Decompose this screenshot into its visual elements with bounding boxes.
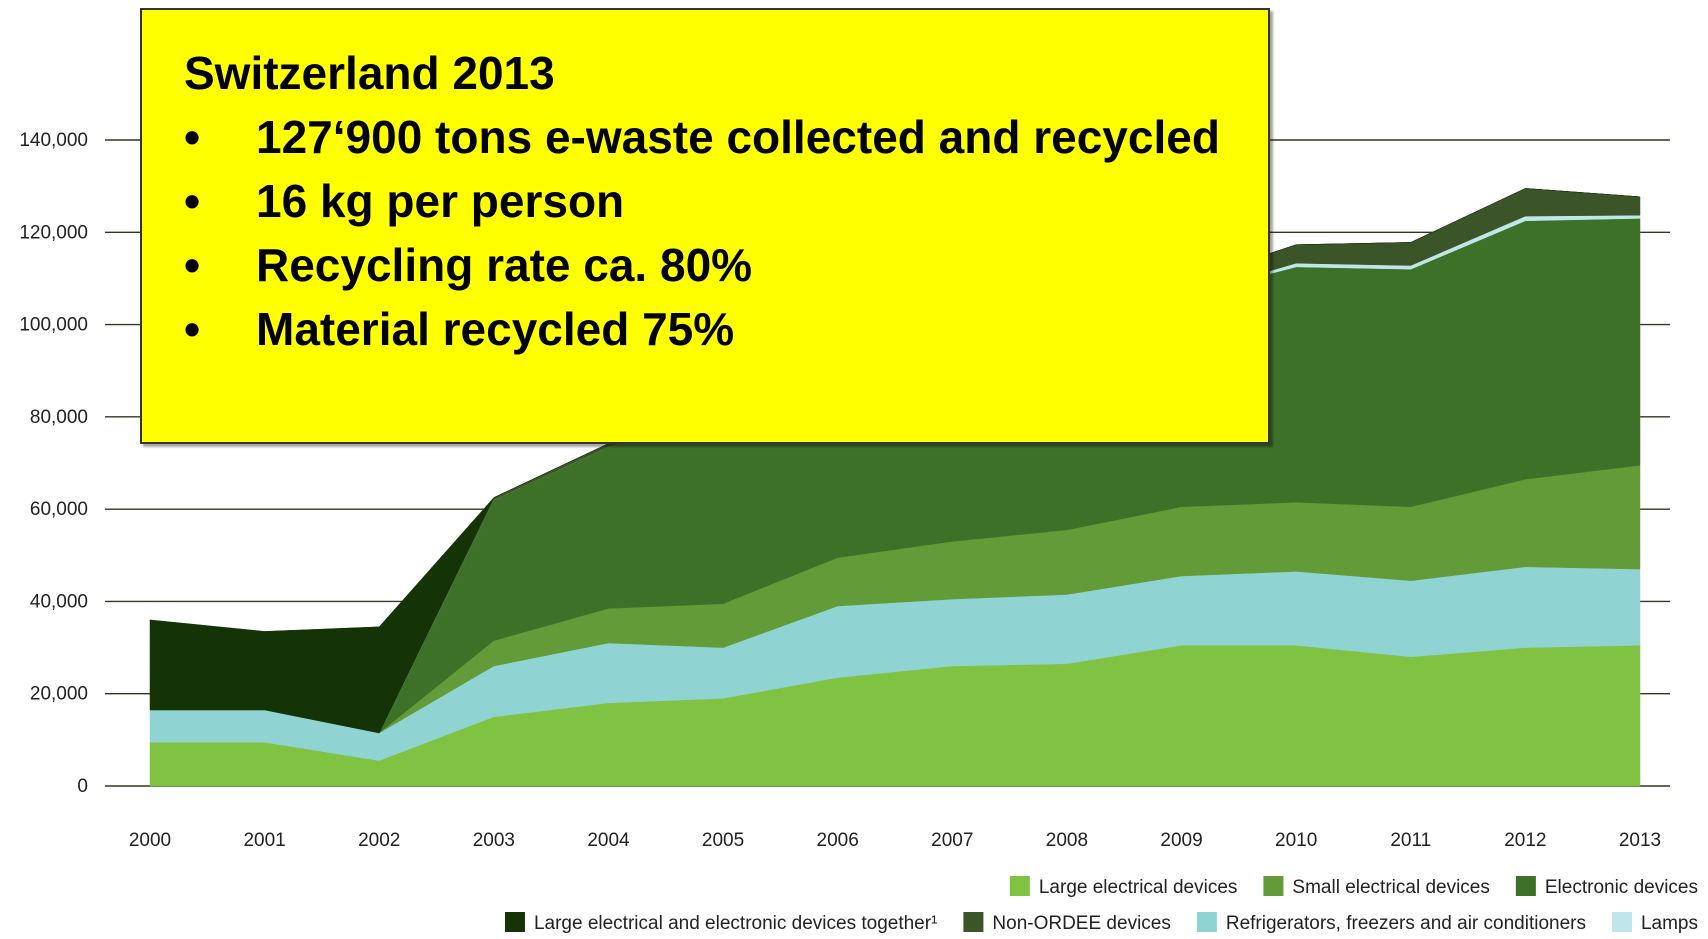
y-tick-label: 0 [77, 776, 88, 797]
legend-label: Electronic devices [1545, 877, 1698, 898]
legend-label: Refrigerators, freezers and air conditio… [1226, 913, 1586, 934]
x-tick-label: 2010 [1275, 830, 1317, 851]
legend-swatch [1196, 912, 1217, 932]
y-tick-label: 60,000 [30, 499, 88, 520]
x-tick-label: 2005 [702, 830, 744, 851]
x-tick-label: 2006 [817, 830, 859, 851]
callout-bullet-text: 127‘900 tons e-waste collected and recyc… [256, 111, 1220, 163]
x-tick-label: 2008 [1046, 830, 1088, 851]
callout-bullet: • Recycling rate ca. 80% [184, 233, 1256, 297]
legend-swatch [1611, 912, 1632, 932]
legend-swatch [963, 912, 984, 932]
y-tick-label: 140,000 [19, 130, 88, 151]
callout-bullet-text: Material recycled 75% [256, 303, 735, 355]
y-tick-label: 80,000 [30, 407, 88, 428]
bullet-icon: • [184, 239, 201, 291]
summary-callout-box: Switzerland 2013 • 127‘900 tons e-waste c… [140, 8, 1270, 444]
y-tick-label: 100,000 [19, 315, 88, 336]
x-tick-label: 2011 [1390, 830, 1431, 851]
x-axis-ticks: 2000 2001 2002 2003 2004 2005 2006 2007 2008 2009… [129, 830, 1661, 851]
bullet-icon: • [184, 303, 201, 355]
callout-bullet: • 127‘900 tons e-waste collected and recy… [184, 105, 1256, 169]
callout-bullet: • Material recycled 75% [184, 297, 1256, 361]
x-tick-label: 2000 [129, 830, 171, 851]
y-axis-ticks: 0 20,000 40,000 60,000 80,000 100,000 120,000 1… [19, 130, 88, 797]
legend-label: Non-ORDEE devices [992, 913, 1170, 934]
y-tick-label: 120,000 [19, 222, 88, 243]
legend-label: Large electrical and electronic devices … [534, 913, 937, 934]
x-tick-label: 2007 [931, 830, 973, 851]
legend-label: Lamps [1641, 913, 1698, 934]
callout-bullet: • 16 kg per person [184, 169, 1256, 233]
bullet-icon: • [184, 175, 201, 227]
legend-label: Small electrical devices [1292, 877, 1489, 898]
legend-swatch [504, 912, 525, 932]
callout-title: Switzerland 2013 [184, 47, 555, 99]
callout-bullet-text: Recycling rate ca. 80% [256, 239, 753, 291]
callout-bullet-text: 16 kg per person [256, 175, 625, 227]
legend-swatch [1009, 876, 1030, 896]
x-tick-label: 2009 [1160, 830, 1202, 851]
y-tick-label: 20,000 [30, 684, 88, 705]
x-tick-label: 2001 [243, 830, 285, 851]
x-tick-label: 2004 [587, 830, 630, 851]
x-tick-label: 2003 [473, 830, 515, 851]
legend: Large electrical devices Small electrical… [504, 876, 1698, 934]
callout-bullet-list: • 127‘900 tons e-waste collected and recy… [184, 105, 1256, 361]
legend-swatch [1263, 876, 1284, 896]
x-tick-label: 2012 [1504, 830, 1546, 851]
bullet-icon: • [184, 111, 201, 163]
x-tick-label: 2013 [1619, 830, 1661, 851]
x-tick-label: 2002 [358, 830, 400, 851]
legend-label: Large electrical devices [1039, 877, 1238, 898]
legend-swatch [1515, 876, 1536, 896]
y-tick-label: 40,000 [30, 591, 88, 612]
